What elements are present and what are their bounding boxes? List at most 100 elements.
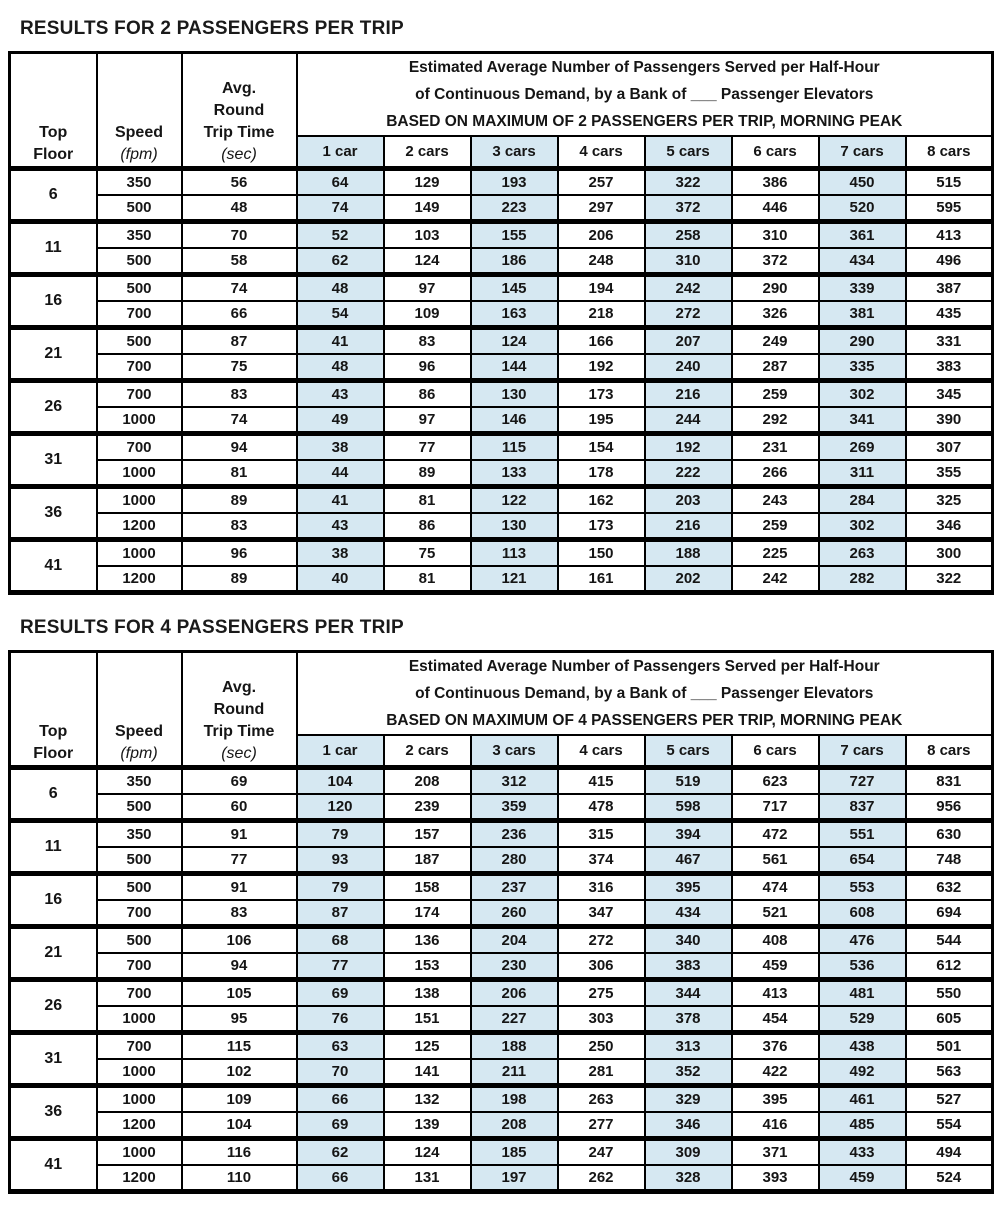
passengers-served-cell: 302: [817, 512, 907, 541]
table-row: 500 60 120 239 359 478 598 717 837 956: [10, 793, 994, 822]
passengers-served-cell: 77: [382, 432, 472, 461]
passengers-served-cell: 185: [469, 1137, 559, 1166]
passengers-served-cell: 422: [730, 1058, 820, 1087]
passengers-served-cell: 81: [382, 565, 472, 594]
passengers-served-cell: 550: [904, 978, 994, 1007]
passengers-served-cell: 133: [469, 459, 559, 488]
round-trip-time-cell: 96: [180, 538, 298, 567]
round-trip-time-cell: 77: [180, 846, 298, 875]
round-trip-time-cell: 58: [180, 247, 298, 276]
floor-group: 31 700 115 63 125 188 250 313 376 438 501 1000 102 70…: [8, 1031, 994, 1087]
passengers-served-cell: 38: [295, 432, 385, 461]
passengers-served-cell: 69: [295, 978, 385, 1007]
passengers-served-cell: 494: [904, 1137, 994, 1166]
round-trip-time-cell: 83: [180, 379, 298, 408]
passengers-served-cell: 216: [643, 512, 733, 541]
passengers-served-cell: 163: [469, 300, 559, 329]
table-row: 26 700 105 69 138 206 275 344 413 481 550: [8, 978, 994, 1034]
passengers-served-cell: 89: [382, 459, 472, 488]
speed-cell: 1000: [95, 485, 183, 514]
round-trip-time-cell: 83: [180, 512, 298, 541]
car-column-header: 4 cars: [556, 734, 646, 769]
car-count-header-row: 1 car 2 cars 3 cars 4 cars 5 cars 6 cars 7 car…: [10, 135, 994, 170]
speed-cell: 1200: [95, 512, 183, 541]
passengers-served-cell: 563: [904, 1058, 994, 1087]
passengers-served-cell: 145: [469, 273, 559, 302]
table-row: 41 1000 96 38 75 113 150 188 225 263 300: [8, 538, 994, 594]
passengers-served-cell: 335: [817, 353, 907, 382]
passengers-served-cell: 269: [817, 432, 907, 461]
passengers-served-cell: 316: [556, 872, 646, 901]
passengers-served-cell: 485: [817, 1111, 907, 1140]
passengers-served-cell: 263: [556, 1084, 646, 1113]
passengers-served-cell: 97: [382, 273, 472, 302]
passengers-served-cell: 86: [382, 512, 472, 541]
car-count-header-row: 1 car 2 cars 3 cars 4 cars 5 cars 6 cars 7 car…: [10, 734, 994, 769]
passengers-served-cell: 395: [643, 872, 733, 901]
passengers-served-cell: 413: [730, 978, 820, 1007]
passengers-served-cell: 339: [817, 273, 907, 302]
table-header: Top Floor Speed (fpm) Avg. Round Trip Ti…: [8, 51, 994, 170]
passengers-served-cell: 496: [904, 247, 994, 276]
passengers-served-cell: 598: [643, 793, 733, 822]
car-column-header: 3 cars: [469, 135, 559, 170]
passengers-served-cell: 297: [556, 194, 646, 223]
speed-cell: 500: [95, 247, 183, 276]
passengers-served-cell: 197: [469, 1164, 559, 1193]
table-row: 6 350 69 104 208 312 415 519 623 727 831: [8, 766, 994, 822]
passengers-served-cell: 386: [730, 167, 820, 196]
passengers-served-cell: 551: [817, 819, 907, 848]
passengers-served-cell: 309: [643, 1137, 733, 1166]
passengers-served-cell: 310: [643, 247, 733, 276]
passengers-served-cell: 383: [643, 952, 733, 981]
passengers-served-cell: 248: [556, 247, 646, 276]
passengers-served-cell: 536: [817, 952, 907, 981]
passengers-served-cell: 149: [382, 194, 472, 223]
passengers-served-cell: 115: [469, 432, 559, 461]
passengers-served-cell: 225: [730, 538, 820, 567]
speed-cell: 700: [95, 952, 183, 981]
passengers-served-cell: 231: [730, 432, 820, 461]
speed-cell: 350: [95, 167, 183, 196]
round-trip-time-cell: 70: [180, 220, 298, 249]
passengers-served-cell: 352: [643, 1058, 733, 1087]
round-trip-time-cell: 66: [180, 300, 298, 329]
passengers-served-cell: 381: [817, 300, 907, 329]
passengers-served-cell: 284: [817, 485, 907, 514]
passengers-served-cell: 211: [469, 1058, 559, 1087]
table-row: 21 500 87 41 83 124 166 207 249 290 331: [8, 326, 994, 382]
passengers-served-cell: 515: [904, 167, 994, 196]
passengers-served-cell: 186: [469, 247, 559, 276]
round-trip-time-cell: 102: [180, 1058, 298, 1087]
floor-group: 6 350 56 64 129 193 257 322 386 450 515 500 48 74 149 2…: [8, 167, 994, 223]
passengers-served-cell: 192: [643, 432, 733, 461]
spanning-header: Estimated Average Number of Passengers S…: [295, 51, 994, 137]
passengers-served-cell: 393: [730, 1164, 820, 1193]
passengers-served-cell: 97: [382, 406, 472, 435]
table-row: 500 77 93 187 280 374 467 561 654 748: [10, 846, 994, 875]
passengers-served-cell: 277: [556, 1111, 646, 1140]
passengers-served-cell: 43: [295, 379, 385, 408]
table-row: 11 350 70 52 103 155 206 258 310 361 413: [8, 220, 994, 276]
floor-group: 31 700 94 38 77 115 154 192 231 269 307 1000 81 44 89 1…: [8, 432, 994, 488]
passengers-served-cell: 383: [904, 353, 994, 382]
passengers-served-cell: 136: [382, 925, 472, 954]
floor-group: 16 500 74 48 97 145 194 242 290 339 387 700 66 54 109 1…: [8, 273, 994, 329]
floor-group: 16 500 91 79 158 237 316 395 474 553 632 700 83 87 174…: [8, 872, 994, 928]
passengers-served-cell: 434: [817, 247, 907, 276]
car-column-header: 8 cars: [904, 734, 994, 769]
passengers-served-cell: 544: [904, 925, 994, 954]
passengers-served-cell: 632: [904, 872, 994, 901]
table-header: Top Floor Speed (fpm) Avg. Round Trip Ti…: [8, 650, 994, 769]
table-row: 1000 81 44 89 133 178 222 266 311 355: [10, 459, 994, 488]
passengers-served-cell: 395: [730, 1084, 820, 1113]
round-trip-time-cell: 105: [180, 978, 298, 1007]
passengers-served-cell: 325: [904, 485, 994, 514]
passengers-served-cell: 608: [817, 899, 907, 928]
passengers-served-cell: 341: [817, 406, 907, 435]
passengers-served-cell: 415: [556, 766, 646, 795]
top-floor-cell: 6: [8, 766, 98, 822]
table-row: 1200 89 40 81 121 161 202 242 282 322: [10, 565, 994, 594]
passengers-served-cell: 416: [730, 1111, 820, 1140]
top-floor-cell: 21: [8, 925, 98, 981]
